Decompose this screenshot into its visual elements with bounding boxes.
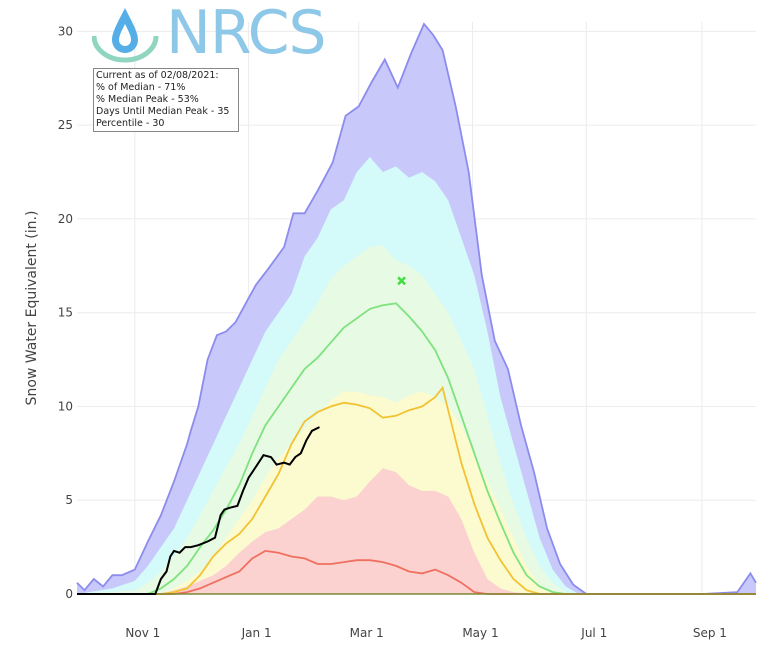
- x-tick-label: May 1: [462, 626, 498, 640]
- median-peak-marker: [397, 276, 406, 286]
- current-year-line: [77, 426, 320, 595]
- p30-band: [77, 468, 756, 594]
- water-drop-icon: [91, 8, 159, 63]
- x-tick-label: Nov 1: [125, 626, 160, 640]
- nrcs-logo-text: NRCS: [166, 0, 327, 68]
- annotation-line: % Median Peak - 53%: [96, 94, 199, 105]
- min-line: [77, 549, 756, 595]
- max-line: [76, 22, 757, 595]
- median-line: [77, 302, 756, 595]
- current-status-annotation: Current as of 02/08/2021: % of Median - …: [93, 68, 239, 132]
- x-tick-label: Jul 1: [580, 626, 607, 640]
- annotation-line: Days Until Median Peak - 35: [96, 106, 230, 117]
- x-tick-label: Mar 1: [350, 626, 384, 640]
- annotation-line: Current as of 02/08/2021:: [96, 70, 219, 81]
- y-tick-label: 5: [65, 493, 73, 507]
- annotation-line: % of Median - 71%: [96, 82, 186, 93]
- y-tick-label: 30: [58, 24, 73, 38]
- y-tick-label: 15: [58, 306, 73, 320]
- y-tick-label: 10: [58, 399, 73, 413]
- nrcs-logo: NRCS: [91, 0, 327, 68]
- x-tick-label: Sep 1: [693, 626, 727, 640]
- x-tick-label: Jan 1: [241, 626, 272, 640]
- y-tick-label: 0: [65, 587, 73, 601]
- percentile-line: [77, 385, 756, 595]
- annotation-line: Percentile - 30: [96, 118, 165, 129]
- y-axis-title: Snow Water Equivalent (in.): [24, 211, 40, 406]
- y-tick-label: 25: [58, 118, 73, 132]
- y-tick-label: 20: [58, 212, 73, 226]
